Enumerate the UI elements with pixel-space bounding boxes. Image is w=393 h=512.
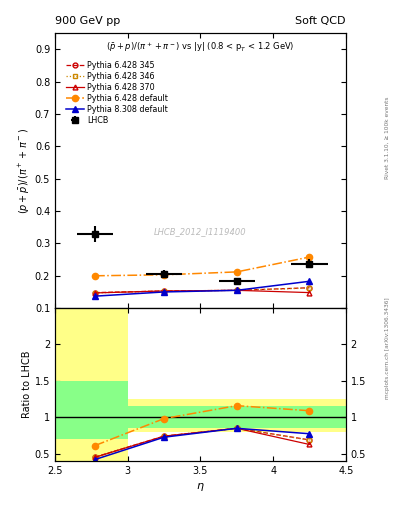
Pythia 6.428 default [235, 269, 239, 275]
Pythia 6.428 370 [93, 290, 97, 296]
Pythia 6.428 346 [235, 287, 239, 293]
Y-axis label: Ratio to LHCB: Ratio to LHCB [22, 351, 32, 418]
Pythia 6.428 370 [235, 287, 239, 293]
Text: LHCB_2012_I1119400: LHCB_2012_I1119400 [154, 227, 247, 236]
Pythia 6.428 default [162, 272, 167, 278]
Line: Pythia 6.428 default: Pythia 6.428 default [92, 254, 312, 279]
Pythia 6.428 346 [93, 290, 97, 296]
Pythia 8.308 default [93, 293, 97, 299]
Text: $(\bar{p}+p)/(\pi^++\pi^-)$ vs |y| (0.8 < p$_T$ < 1.2 GeV): $(\bar{p}+p)/(\pi^++\pi^-)$ vs |y| (0.8 … [106, 40, 295, 54]
Pythia 6.428 346 [307, 285, 312, 291]
Pythia 6.428 370 [307, 289, 312, 295]
Text: mcplots.cern.ch [arXiv:1306.3436]: mcplots.cern.ch [arXiv:1306.3436] [385, 297, 390, 399]
Pythia 6.428 default [93, 273, 97, 279]
Line: Pythia 6.428 346: Pythia 6.428 346 [93, 286, 312, 295]
Pythia 6.428 345 [235, 287, 239, 293]
Pythia 8.308 default [162, 289, 167, 295]
Pythia 6.428 346 [162, 288, 167, 294]
Line: Pythia 6.428 345: Pythia 6.428 345 [93, 285, 312, 295]
Text: Rivet 3.1.10, ≥ 100k events: Rivet 3.1.10, ≥ 100k events [385, 97, 390, 180]
X-axis label: $\eta$: $\eta$ [196, 481, 205, 493]
Pythia 6.428 345 [93, 289, 97, 295]
Pythia 6.428 345 [162, 288, 167, 294]
Line: Pythia 8.308 default: Pythia 8.308 default [92, 279, 312, 299]
Text: 900 GeV pp: 900 GeV pp [55, 15, 120, 26]
Legend: Pythia 6.428 345, Pythia 6.428 346, Pythia 6.428 370, Pythia 6.428 default, Pyth: Pythia 6.428 345, Pythia 6.428 346, Pyth… [65, 59, 170, 126]
Y-axis label: $(p+\bar{p})/(\pi^+ + \pi^-)$: $(p+\bar{p})/(\pi^+ + \pi^-)$ [17, 127, 32, 214]
Pythia 8.308 default [235, 287, 239, 293]
Pythia 6.428 370 [162, 288, 167, 294]
Line: Pythia 6.428 370: Pythia 6.428 370 [93, 288, 312, 295]
Pythia 6.428 345 [307, 285, 312, 291]
Pythia 6.428 default [307, 254, 312, 260]
Pythia 8.308 default [307, 278, 312, 284]
Text: Soft QCD: Soft QCD [296, 15, 346, 26]
